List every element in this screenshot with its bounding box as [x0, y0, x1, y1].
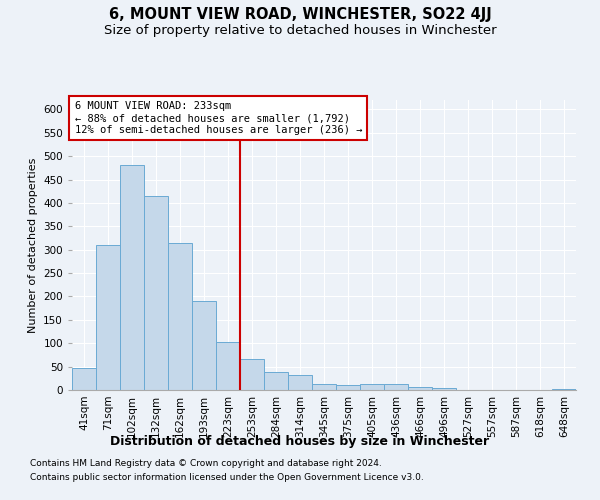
Bar	[312, 384, 336, 390]
Bar	[72, 368, 96, 390]
Bar	[216, 342, 240, 390]
Bar	[120, 166, 144, 390]
Bar	[432, 388, 456, 390]
Bar	[552, 389, 576, 390]
Bar	[96, 244, 120, 390]
Bar	[192, 301, 216, 390]
Bar	[264, 372, 288, 390]
Bar	[336, 385, 360, 390]
Bar	[168, 243, 192, 390]
Text: Contains HM Land Registry data © Crown copyright and database right 2024.: Contains HM Land Registry data © Crown c…	[30, 458, 382, 468]
Bar	[240, 358, 264, 390]
Text: 6, MOUNT VIEW ROAD, WINCHESTER, SO22 4JJ: 6, MOUNT VIEW ROAD, WINCHESTER, SO22 4JJ	[109, 8, 491, 22]
Text: Size of property relative to detached houses in Winchester: Size of property relative to detached ho…	[104, 24, 496, 37]
Text: 6 MOUNT VIEW ROAD: 233sqm
← 88% of detached houses are smaller (1,792)
12% of se: 6 MOUNT VIEW ROAD: 233sqm ← 88% of detac…	[74, 102, 362, 134]
Bar	[384, 384, 408, 390]
Bar	[288, 375, 312, 390]
Bar	[144, 196, 168, 390]
Bar	[360, 384, 384, 390]
Y-axis label: Number of detached properties: Number of detached properties	[28, 158, 38, 332]
Text: Distribution of detached houses by size in Winchester: Distribution of detached houses by size …	[110, 435, 490, 448]
Text: Contains public sector information licensed under the Open Government Licence v3: Contains public sector information licen…	[30, 474, 424, 482]
Bar	[408, 387, 432, 390]
